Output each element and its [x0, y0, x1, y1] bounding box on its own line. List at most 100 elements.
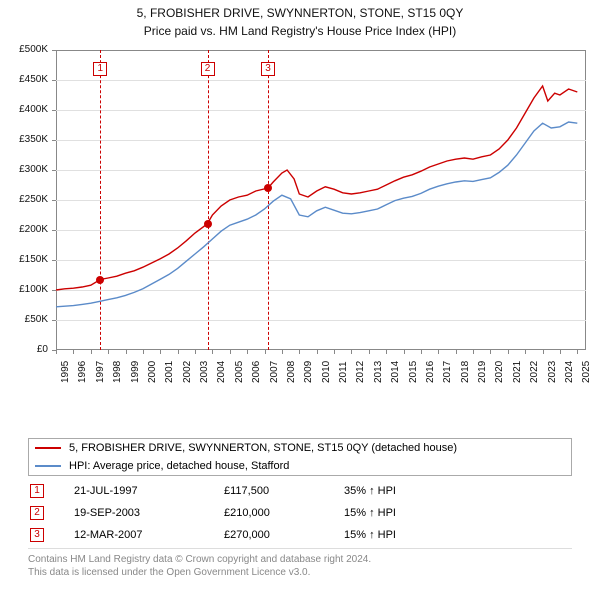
ylabel: £200K: [8, 224, 48, 235]
xtick: [73, 350, 74, 354]
chart-area: £0£50K£100K£150K£200K£250K£300K£350K£400…: [8, 50, 592, 400]
xlabel: 2005: [234, 361, 245, 383]
sales-price: £210,000: [224, 507, 344, 519]
xtick: [299, 350, 300, 354]
xlabel: 2006: [251, 361, 262, 383]
xtick: [490, 350, 491, 354]
xtick: [525, 350, 526, 354]
xlabel: 2023: [547, 361, 558, 383]
ytick: [52, 320, 56, 321]
sales-index-box: 3: [30, 528, 44, 542]
ylabel: £250K: [8, 194, 48, 205]
ytick: [52, 170, 56, 171]
ytick: [52, 290, 56, 291]
xtick: [577, 350, 578, 354]
gridline-y: [56, 200, 586, 201]
xlabel: 1996: [77, 361, 88, 383]
sales-index-box: 2: [30, 506, 44, 520]
xtick: [230, 350, 231, 354]
legend-label: HPI: Average price, detached house, Staf…: [69, 460, 289, 472]
gridline-y: [56, 290, 586, 291]
xlabel: 2003: [199, 361, 210, 383]
xlabel: 2002: [182, 361, 193, 383]
xtick: [212, 350, 213, 354]
xlabel: 2015: [408, 361, 419, 383]
xtick: [473, 350, 474, 354]
chart-title: 5, FROBISHER DRIVE, SWYNNERTON, STONE, S…: [0, 6, 600, 20]
chart-subtitle: Price paid vs. HM Land Registry's House …: [0, 24, 600, 38]
xlabel: 2014: [390, 361, 401, 383]
marker-index-box: 2: [201, 62, 215, 76]
xtick: [247, 350, 248, 354]
xlabel: 1995: [60, 361, 71, 383]
xlabel: 2001: [164, 361, 175, 383]
xtick: [508, 350, 509, 354]
sales-index-box: 1: [30, 484, 44, 498]
xlabel: 2017: [442, 361, 453, 383]
xtick: [56, 350, 57, 354]
marker-line: [268, 50, 269, 350]
ylabel: £100K: [8, 284, 48, 295]
ytick: [52, 260, 56, 261]
xtick: [160, 350, 161, 354]
sales-date: 19-SEP-2003: [74, 507, 224, 519]
sales-delta: 15% ↑ HPI: [344, 507, 464, 519]
marker-dot: [264, 184, 272, 192]
gridline-y: [56, 230, 586, 231]
xtick: [386, 350, 387, 354]
sales-delta: 15% ↑ HPI: [344, 529, 464, 541]
xtick: [317, 350, 318, 354]
sales-date: 21-JUL-1997: [74, 485, 224, 497]
footer-line-1: Contains HM Land Registry data © Crown c…: [28, 553, 572, 566]
gridline-y: [56, 320, 586, 321]
legend-item: HPI: Average price, detached house, Staf…: [29, 457, 571, 475]
ylabel: £300K: [8, 164, 48, 175]
marker-index-box: 3: [261, 62, 275, 76]
gridline-y: [56, 80, 586, 81]
xlabel: 2010: [321, 361, 332, 383]
ytick: [52, 50, 56, 51]
marker-dot: [204, 220, 212, 228]
xlabel: 1999: [130, 361, 141, 383]
gridline-y: [56, 260, 586, 261]
marker-index-box: 1: [93, 62, 107, 76]
gridline-y: [56, 170, 586, 171]
xlabel: 2024: [564, 361, 575, 383]
sales-delta: 35% ↑ HPI: [344, 485, 464, 497]
xtick: [404, 350, 405, 354]
xlabel: 2013: [373, 361, 384, 383]
marker-dot: [96, 276, 104, 284]
xlabel: 1997: [95, 361, 106, 383]
xtick: [91, 350, 92, 354]
xtick: [126, 350, 127, 354]
gridline-y: [56, 110, 586, 111]
xlabel: 2008: [286, 361, 297, 383]
xlabel: 1998: [112, 361, 123, 383]
ylabel: £150K: [8, 254, 48, 265]
xtick: [560, 350, 561, 354]
chart-container: 5, FROBISHER DRIVE, SWYNNERTON, STONE, S…: [0, 0, 600, 590]
xtick: [195, 350, 196, 354]
xlabel: 2025: [581, 361, 592, 383]
legend-item: 5, FROBISHER DRIVE, SWYNNERTON, STONE, S…: [29, 439, 571, 457]
ylabel: £0: [8, 344, 48, 355]
xlabel: 2009: [303, 361, 314, 383]
xtick: [108, 350, 109, 354]
xtick: [369, 350, 370, 354]
xtick: [421, 350, 422, 354]
ylabel: £450K: [8, 74, 48, 85]
xtick: [265, 350, 266, 354]
ylabel: £500K: [8, 44, 48, 55]
xlabel: 2019: [477, 361, 488, 383]
ytick: [52, 200, 56, 201]
footer-line-2: This data is licensed under the Open Gov…: [28, 566, 572, 579]
xlabel: 2012: [355, 361, 366, 383]
xlabel: 2022: [529, 361, 540, 383]
ylabel: £350K: [8, 134, 48, 145]
xlabel: 2021: [512, 361, 523, 383]
sales-date: 12-MAR-2007: [74, 529, 224, 541]
legend: 5, FROBISHER DRIVE, SWYNNERTON, STONE, S…: [28, 438, 572, 476]
chart-titles: 5, FROBISHER DRIVE, SWYNNERTON, STONE, S…: [0, 0, 600, 38]
marker-line: [208, 50, 209, 350]
ytick: [52, 80, 56, 81]
